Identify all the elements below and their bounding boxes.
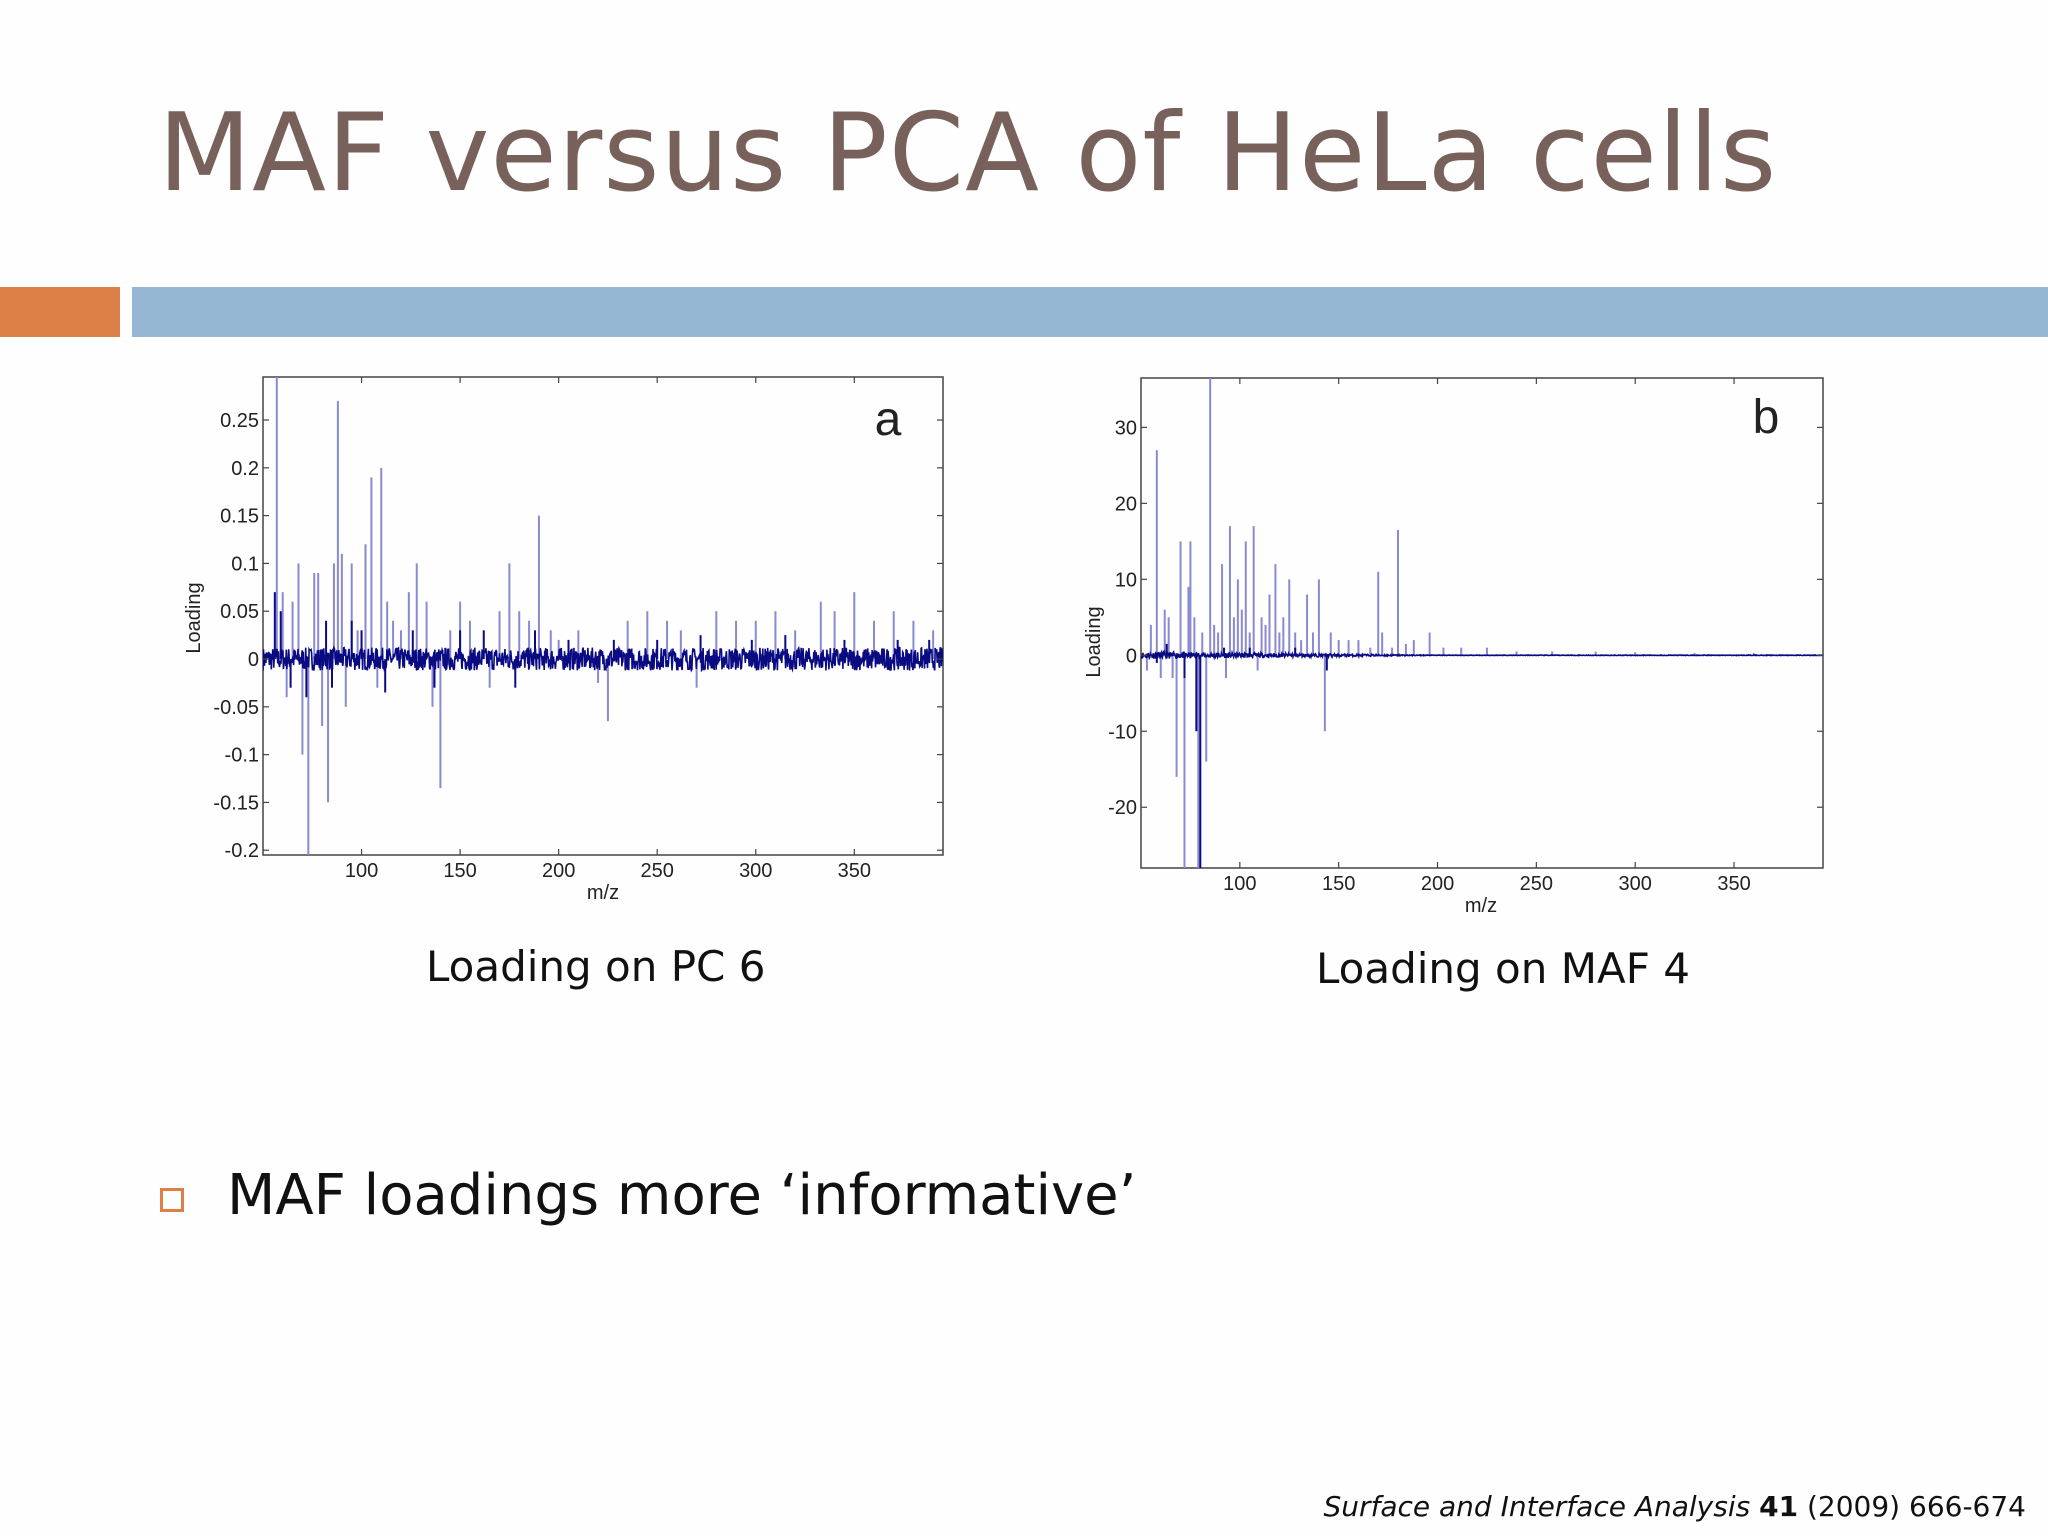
y-tick-label: -0.1 [225,745,259,767]
y-tick-label: 0.2 [231,458,259,480]
y-tick-label: 30 [1115,417,1137,439]
square-bullet-icon [160,1188,184,1212]
y-axis-label: Loading [183,582,205,653]
y-tick-label: 10 [1115,569,1137,591]
caption-maf4: Loading on MAF 4 [1316,944,1690,993]
y-tick-label: 0.15 [220,506,259,528]
y-tick-label: -0.2 [225,840,259,862]
x-tick-label: 150 [443,860,476,882]
y-tick-label: 0.1 [231,553,259,575]
y-axis-label: Loading [1083,606,1105,677]
x-tick-label: 350 [1717,873,1750,895]
x-tick-label: 200 [542,860,575,882]
bullet-item: MAF loadings more ‘informative’ [160,1168,1136,1224]
x-tick-label: 300 [739,860,772,882]
x-tick-label: 200 [1421,873,1454,895]
citation-journal: Surface and Interface Analysis [1323,1490,1751,1523]
x-tick-label: 250 [641,860,674,882]
y-tick-label: 0.25 [220,410,259,432]
caption-pc6: Loading on PC 6 [426,942,766,991]
loading-trace [1141,649,1823,661]
series-layer [1141,378,1823,868]
y-tick-label: 0.05 [220,601,259,623]
plot-frame [1140,377,1824,869]
x-tick-label: 300 [1619,873,1652,895]
citation-rest: (2009) 666-674 [1807,1490,2026,1523]
y-tick-label: 0 [1126,645,1137,667]
plot-frame [262,376,944,856]
series-layer [263,377,943,855]
y-tick-label: -0.05 [213,697,259,719]
x-tick-label: 150 [1322,873,1355,895]
accent-bar-blue [132,287,2048,337]
plot-area: 0.25 0.2 0.15 0.1 0.05 0 -0.05 -0.1 -0.15 -0.2 100… [213,376,944,882]
x-tick-label: 250 [1520,873,1553,895]
bullet-text: MAF loadings more ‘informative’ [227,1163,1137,1228]
panel-label: b [1753,391,1780,444]
x-tick-label: 100 [1223,873,1256,895]
citation-volume: 41 [1759,1490,1799,1523]
loading-trace [263,645,943,673]
x-tick-label: 350 [838,860,871,882]
y-tick-label: 20 [1115,493,1137,515]
x-axis-label: m/z [1465,895,1497,917]
x-tick-label: 100 [345,860,378,882]
accent-bar-orange [0,287,120,337]
y-tick-label: -20 [1108,797,1137,819]
panel-label: a [875,393,902,446]
chart-pc6: 0.25 0.2 0.15 0.1 0.05 0 -0.05 -0.1 -0.15 -0.2 100… [183,376,944,904]
x-axis-label: m/z [587,882,619,904]
y-tick-label: -10 [1108,721,1137,743]
y-tick-label: -0.15 [213,792,259,814]
slide-title: MAF versus PCA of HeLa cells [158,91,1778,216]
y-tick-label: 0 [248,649,259,671]
citation: Surface and Interface Analysis 41 (2009)… [1323,1490,2026,1523]
